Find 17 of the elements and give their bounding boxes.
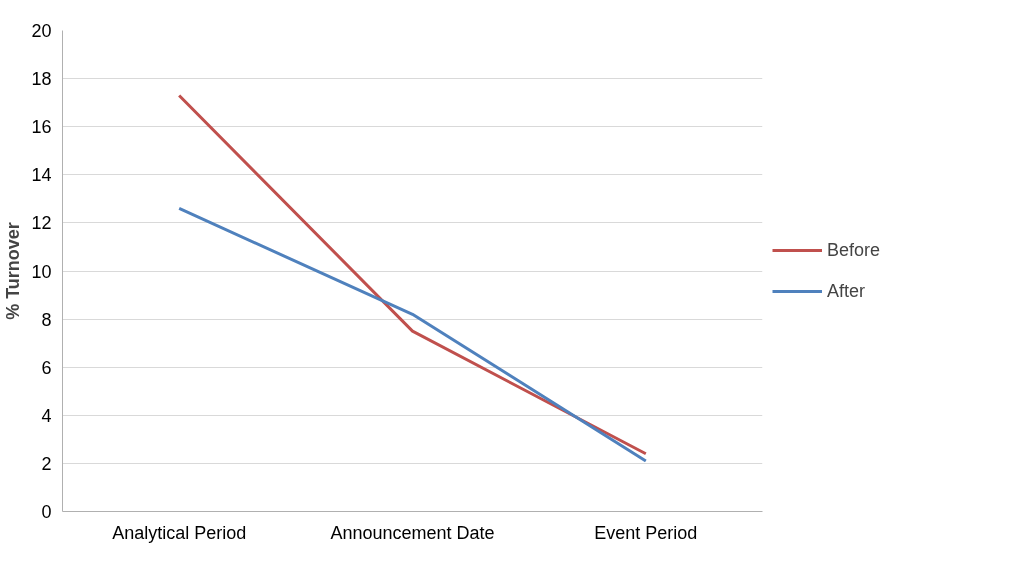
y-tick-label: 8 xyxy=(41,309,52,330)
y-tick-label: 0 xyxy=(41,502,52,522)
y-tick-label: 18 xyxy=(31,69,52,90)
y-tick-label: 10 xyxy=(31,261,52,282)
y-tick-label: 4 xyxy=(41,405,52,426)
x-tick-label: Analytical Period xyxy=(112,522,247,543)
y-tick-label: 12 xyxy=(31,213,52,234)
y-tick-label: 20 xyxy=(31,21,52,41)
x-tick-label: Announcement Date xyxy=(330,522,495,543)
legend-label: Before xyxy=(827,239,881,261)
y-tick-label: 16 xyxy=(31,117,52,138)
y-tick-label: 14 xyxy=(31,165,52,186)
legend-label: After xyxy=(827,280,866,302)
y-axis-title: % Turnover xyxy=(3,222,24,320)
x-tick-label: Event Period xyxy=(594,522,698,543)
y-tick-label: 6 xyxy=(41,357,52,378)
y-tick-label: 2 xyxy=(41,453,52,474)
